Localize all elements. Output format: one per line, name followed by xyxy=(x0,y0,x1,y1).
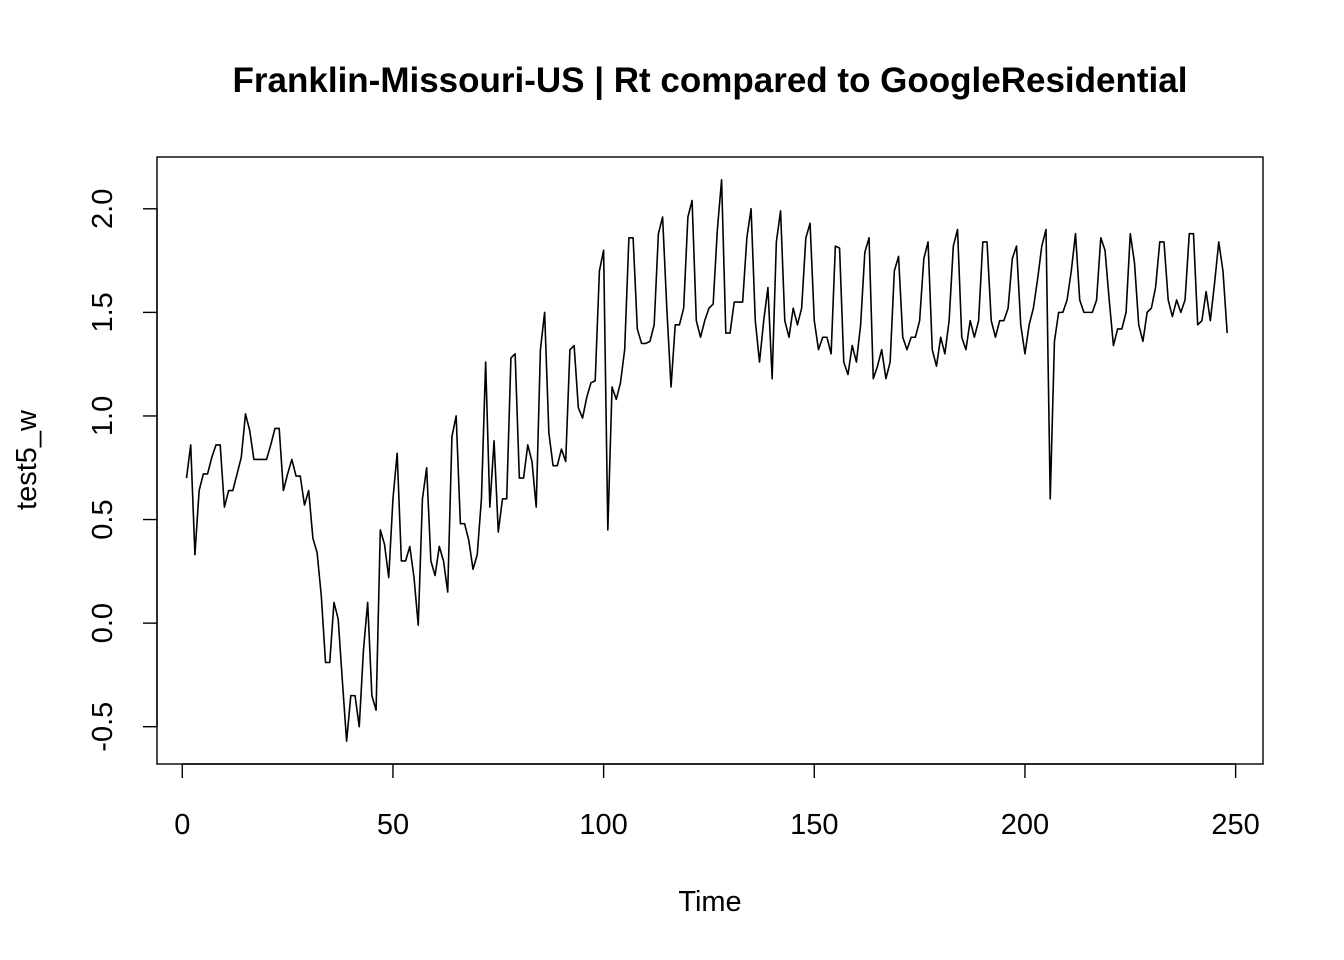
y-tick-label: 0.0 xyxy=(87,603,119,643)
x-axis: 0 50 100 150 200 250 xyxy=(174,763,1260,841)
y-tick-label: 1.0 xyxy=(87,396,119,436)
x-tick-label: 50 xyxy=(377,809,409,841)
x-tick-label: 250 xyxy=(1211,809,1259,841)
x-tick-label: 100 xyxy=(579,809,627,841)
y-axis-label: test5_w xyxy=(11,409,43,510)
x-tick-label: 200 xyxy=(1001,809,1049,841)
x-axis-label: Time xyxy=(678,886,741,918)
y-tick-label: 2.0 xyxy=(87,189,119,229)
y-tick-label: 0.5 xyxy=(87,499,119,539)
y-tick-label: 1.5 xyxy=(87,292,119,332)
y-tick-label: -0.5 xyxy=(87,702,119,752)
y-axis: -0.5 0.0 0.5 1.0 1.5 2.0 xyxy=(87,189,158,752)
plot-frame xyxy=(156,156,1264,765)
x-tick-label: 150 xyxy=(790,809,838,841)
series-line xyxy=(185,178,1228,743)
chart-title: Franklin-Missouri-US | Rt compared to Go… xyxy=(233,61,1188,100)
x-tick-label: 0 xyxy=(174,809,190,841)
